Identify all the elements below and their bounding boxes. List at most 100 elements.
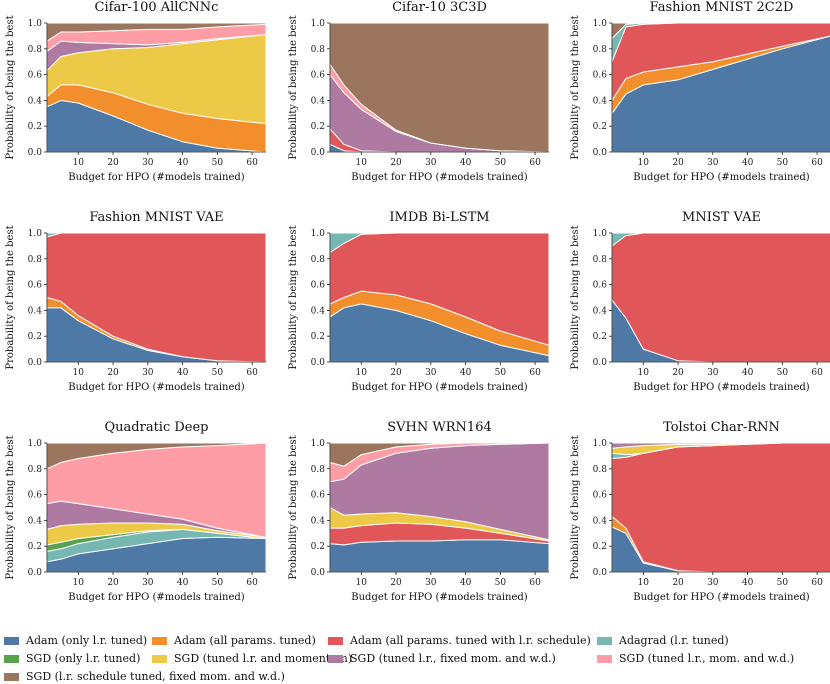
legend-item-adam_all: Adam (all params. tuned) xyxy=(152,634,316,647)
subplot: Fashion MNIST VAE 0.0 0.2 0.4 0.6 0.8 1.0 10 20 3… xyxy=(5,210,267,393)
subplot-title: Fashion MNIST VAE xyxy=(89,210,223,225)
x-axis-label: Budget for HPO (#models trained) xyxy=(68,172,245,183)
legend-swatch xyxy=(4,636,19,645)
y-axis-label: Probability of being the best xyxy=(5,15,16,159)
x-tick-label: 50 xyxy=(495,368,507,378)
x-tick-label: 40 xyxy=(460,578,472,588)
legend-swatch xyxy=(152,654,167,663)
y-axis-label: Probability of being the best xyxy=(288,225,299,369)
y-tick-label: 0.2 xyxy=(311,332,325,342)
subplot: Fashion MNIST 2C2D 0.0 0.2 0.4 0.6 0.8 1.0 10 20… xyxy=(570,0,830,183)
y-tick-label: 0.0 xyxy=(593,148,608,158)
x-tick-label: 40 xyxy=(177,368,189,378)
x-tick-label: 40 xyxy=(742,578,754,588)
x-tick-label: 10 xyxy=(638,578,650,588)
x-tick-label: 30 xyxy=(425,368,437,378)
x-tick-label: 40 xyxy=(742,368,754,378)
y-tick-label: 0.0 xyxy=(28,568,43,578)
y-axis-label: Probability of being the best xyxy=(570,15,581,159)
y-tick-label: 0.0 xyxy=(28,148,43,158)
legend-label: SGD (tuned l.r. and momentum) xyxy=(174,652,353,665)
legend-label: SGD (only l.r. tuned) xyxy=(26,652,141,665)
x-tick-label: 50 xyxy=(777,578,789,588)
y-tick-label: 0.8 xyxy=(28,255,43,265)
y-tick-label: 0.4 xyxy=(311,306,326,316)
x-tick-label: 60 xyxy=(246,368,258,378)
x-tick-label: 40 xyxy=(177,578,189,588)
x-tick-label: 50 xyxy=(777,158,789,168)
subplot-title: Tolstoi Char-RNN xyxy=(663,420,780,435)
y-tick-label: 0.2 xyxy=(593,332,607,342)
legend-item-sgd_wd: SGD (tuned l.r., mom. and w.d.) xyxy=(597,652,794,665)
y-tick-label: 0.4 xyxy=(28,516,43,526)
y-tick-label: 0.6 xyxy=(28,281,43,291)
y-tick-label: 0.0 xyxy=(593,358,608,368)
x-axis-label: Budget for HPO (#models trained) xyxy=(351,592,528,603)
area-sgd_fixed xyxy=(611,442,830,449)
y-axis-label: Probability of being the best xyxy=(288,15,299,159)
y-tick-label: 0.0 xyxy=(311,148,326,158)
x-tick-label: 60 xyxy=(811,578,823,588)
legend-swatch xyxy=(597,654,612,663)
y-tick-label: 1.0 xyxy=(311,229,326,239)
y-tick-label: 0.4 xyxy=(311,516,326,526)
y-axis-label: Probability of being the best xyxy=(570,435,581,579)
area-adam_sched xyxy=(611,442,830,573)
x-tick-label: 20 xyxy=(390,368,402,378)
legend-label: SGD (tuned l.r., fixed mom. and w.d.) xyxy=(350,652,556,665)
x-tick-label: 30 xyxy=(142,158,154,168)
y-tick-label: 1.0 xyxy=(311,439,326,449)
area-adam_lr xyxy=(329,539,550,573)
x-tick-label: 50 xyxy=(212,368,224,378)
subplot-title: Cifar-10 3C3D xyxy=(392,0,487,15)
y-tick-label: 0.6 xyxy=(311,491,326,501)
x-tick-label: 60 xyxy=(529,158,541,168)
x-tick-label: 30 xyxy=(142,578,154,588)
y-tick-label: 0.4 xyxy=(593,306,608,316)
y-tick-label: 0.0 xyxy=(593,568,608,578)
y-tick-label: 0.6 xyxy=(593,281,608,291)
figure: Cifar-100 AllCNNc 0.0 0.2 0.4 0.6 0.8 1.0 10 20 3… xyxy=(5,0,830,603)
x-tick-label: 10 xyxy=(73,158,85,168)
legend-label: Adam (all params. tuned with l.r. schedu… xyxy=(350,634,591,647)
x-tick-label: 60 xyxy=(246,158,258,168)
x-tick-label: 10 xyxy=(73,368,85,378)
y-tick-label: 0.2 xyxy=(28,332,42,342)
subplot-title: SVHN WRN164 xyxy=(387,420,491,435)
area-adam_sched xyxy=(611,232,830,363)
y-tick-label: 0.4 xyxy=(311,96,326,106)
x-tick-label: 20 xyxy=(107,158,119,168)
legend-swatch xyxy=(152,636,167,645)
y-tick-label: 0.8 xyxy=(28,465,43,475)
legend-label: Adagrad (l.r. tuned) xyxy=(619,634,729,647)
subplot: SVHN WRN164 0.0 0.2 0.4 0.6 0.8 1.0 10 20 30 40 50 6… xyxy=(288,420,550,603)
x-tick-label: 30 xyxy=(707,368,719,378)
y-tick-label: 0.2 xyxy=(593,122,607,132)
area-adagrad xyxy=(329,232,550,253)
y-tick-label: 0.6 xyxy=(28,491,43,501)
x-tick-label: 20 xyxy=(390,578,402,588)
legend-swatch xyxy=(328,654,343,663)
subplot-title: MNIST VAE xyxy=(682,210,761,225)
y-tick-label: 0.6 xyxy=(311,281,326,291)
subplot: MNIST VAE 0.0 0.2 0.4 0.6 0.8 1.0 10 20 30 40 50 60B… xyxy=(570,210,830,393)
subplot-title: Cifar-100 AllCNNc xyxy=(95,0,219,15)
x-axis-label: Budget for HPO (#models trained) xyxy=(68,382,245,393)
x-tick-label: 20 xyxy=(672,368,684,378)
y-tick-label: 0.8 xyxy=(28,45,43,55)
x-tick-label: 50 xyxy=(495,158,507,168)
subplot-title: Quadratic Deep xyxy=(105,420,209,435)
y-tick-label: 0.2 xyxy=(311,542,325,552)
y-tick-label: 0.2 xyxy=(28,122,42,132)
y-axis-label: Probability of being the best xyxy=(5,435,16,579)
x-tick-label: 10 xyxy=(356,578,368,588)
legend-swatch xyxy=(4,654,19,663)
y-tick-label: 0.4 xyxy=(28,306,43,316)
x-tick-label: 10 xyxy=(356,368,368,378)
legend-label: SGD (l.r. schedule tuned, fixed mom. and… xyxy=(26,670,285,683)
subplot: Cifar-100 AllCNNc 0.0 0.2 0.4 0.6 0.8 1.0 10 20 3… xyxy=(5,0,267,183)
x-tick-label: 40 xyxy=(177,158,189,168)
y-tick-label: 0.8 xyxy=(593,465,608,475)
x-tick-label: 60 xyxy=(246,578,258,588)
x-tick-label: 50 xyxy=(212,578,224,588)
